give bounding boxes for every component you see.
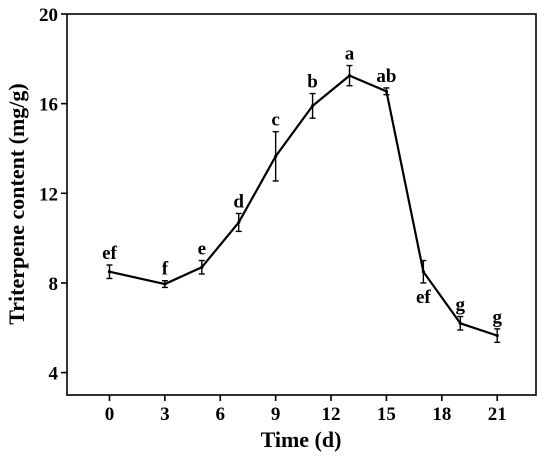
significance-label: g [492, 307, 502, 328]
data-point [458, 321, 462, 325]
x-tick-label: 21 [488, 404, 507, 425]
data-series: ef f e d c b aab ef g g [102, 44, 502, 344]
significance-label: c [271, 110, 279, 131]
significance-label: f [162, 259, 169, 280]
significance-label: g [456, 295, 466, 316]
data-point [274, 154, 278, 158]
x-axis: 0 3 6 9 12 15 18 21 [105, 395, 507, 425]
data-point [347, 74, 352, 78]
x-tick-label: 15 [377, 404, 396, 425]
significance-label: ef [416, 287, 431, 308]
data-point [384, 89, 389, 93]
series-line [109, 74, 498, 337]
data-point [495, 334, 499, 338]
y-tick-label: 12 [39, 184, 58, 205]
data-point [163, 282, 167, 286]
significance-label: a [345, 44, 355, 65]
x-axis-title: Time (d) [261, 427, 342, 452]
x-tick-label: 3 [160, 404, 170, 425]
x-tick-label: 18 [432, 404, 451, 425]
x-tick-label: 9 [271, 404, 281, 425]
x-tick-label: 12 [322, 404, 341, 425]
data-point [107, 270, 112, 274]
data-point [200, 265, 204, 269]
y-tick-label: 8 [49, 274, 59, 295]
x-tick-label: 6 [216, 404, 226, 425]
significance-label: b [307, 72, 318, 93]
y-tick-label: 20 [39, 5, 58, 26]
x-tick-label: 0 [105, 404, 115, 425]
significance-label: ab [376, 66, 396, 87]
data-point [421, 270, 425, 274]
significance-label: e [198, 239, 206, 260]
data-point [310, 104, 315, 108]
y-tick-label: 4 [49, 364, 59, 385]
significance-label: d [233, 191, 244, 212]
y-tick-label: 16 [39, 95, 58, 116]
plot-frame [66, 13, 537, 396]
y-axis-title: Triterpene content (mg/g) [4, 83, 29, 325]
significance-label: ef [102, 243, 117, 264]
data-point [237, 220, 241, 225]
y-axis: 4 8 12 16 20 [39, 5, 67, 385]
